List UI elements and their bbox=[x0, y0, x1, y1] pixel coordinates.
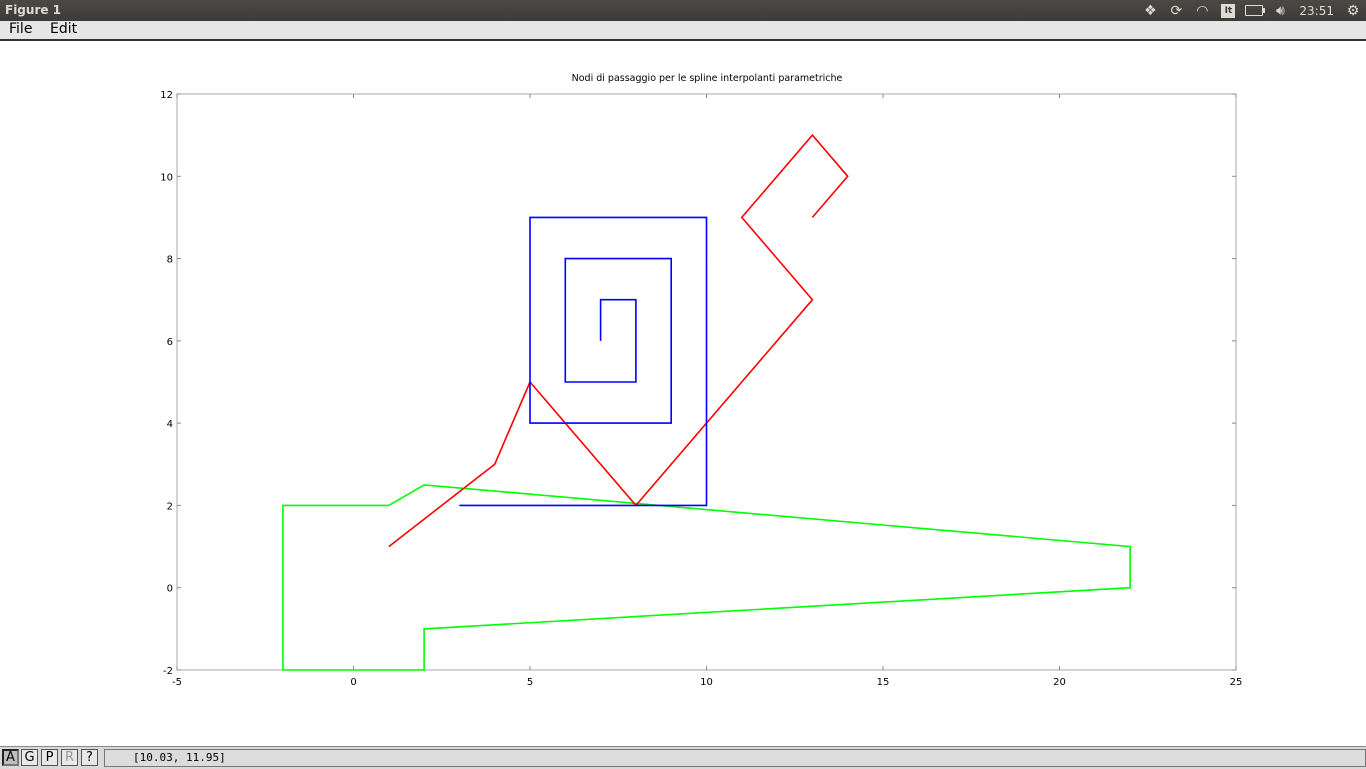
plot-area[interactable]: Nodi di passaggio per le spline interpol… bbox=[0, 40, 1366, 746]
menu-edit-label: Edit bbox=[50, 21, 78, 37]
autoscale-button[interactable]: A bbox=[2, 749, 19, 766]
clock[interactable]: 23:51 bbox=[1299, 3, 1334, 18]
battery-icon[interactable] bbox=[1241, 0, 1267, 21]
y-tick-label: 4 bbox=[167, 419, 173, 430]
coordinates-readout: [10.03, 11.95] bbox=[104, 749, 1366, 767]
series-line-1 bbox=[388, 133, 849, 548]
system-tray: ❖ ⟳ ◠ It 🔊︎ 23:51 ⚙ bbox=[1137, 0, 1366, 21]
x-tick-label: -5 bbox=[172, 677, 182, 688]
y-tick-label: 6 bbox=[167, 337, 173, 348]
y-tick-label: 8 bbox=[167, 255, 173, 266]
x-tick-label: 15 bbox=[877, 677, 890, 688]
settings-gear-icon[interactable]: ⚙ bbox=[1346, 2, 1360, 19]
series-layer bbox=[282, 133, 1131, 671]
keyboard-icon[interactable]: It bbox=[1215, 0, 1241, 21]
y-tick-label: 10 bbox=[160, 172, 173, 183]
keyboard-layout-label: It bbox=[1221, 3, 1236, 18]
window-title: Figure 1 bbox=[5, 3, 62, 17]
y-tick-label: 2 bbox=[167, 501, 173, 512]
top-panel: Figure 1 ❖ ⟳ ◠ It 🔊︎ 23:51 ⚙ bbox=[0, 0, 1366, 21]
series-line-2 bbox=[459, 216, 708, 507]
dropbox-icon[interactable]: ❖ bbox=[1144, 2, 1157, 19]
help-button[interactable]: ? bbox=[81, 749, 98, 766]
menu-edit[interactable]: Edit bbox=[50, 21, 77, 37]
axis-ticks: -5 0 5 10 15 20 25 -2 0 2 4 6 8 10 12 bbox=[160, 90, 1242, 688]
x-tick-label: 10 bbox=[700, 677, 713, 688]
wifi-icon[interactable]: ◠ bbox=[1196, 2, 1209, 19]
menu-bar: File Edit bbox=[0, 21, 1366, 41]
x-tick-label: 25 bbox=[1230, 677, 1243, 688]
rotate-button[interactable]: R bbox=[61, 749, 78, 766]
series-line-0 bbox=[282, 484, 1131, 671]
status-bar: A G P R ? [10.03, 11.95] bbox=[0, 746, 1366, 769]
x-tick-label: 0 bbox=[350, 677, 356, 688]
y-tick-label: 12 bbox=[160, 90, 173, 101]
menu-file-label: File bbox=[9, 21, 33, 37]
y-tick-label: 0 bbox=[167, 584, 173, 595]
chart-title: Nodi di passaggio per le spline interpol… bbox=[572, 73, 843, 84]
update-icon[interactable]: ⟳ bbox=[1170, 2, 1183, 19]
x-tick-label: 20 bbox=[1053, 677, 1066, 688]
x-tick-label: 5 bbox=[527, 677, 533, 688]
volume-icon[interactable]: 🔊︎ bbox=[1275, 2, 1285, 19]
menu-file[interactable]: File bbox=[9, 21, 32, 37]
grid-button[interactable]: G bbox=[21, 749, 38, 766]
pan-button[interactable]: P bbox=[41, 749, 58, 766]
y-tick-label: -2 bbox=[163, 666, 173, 677]
